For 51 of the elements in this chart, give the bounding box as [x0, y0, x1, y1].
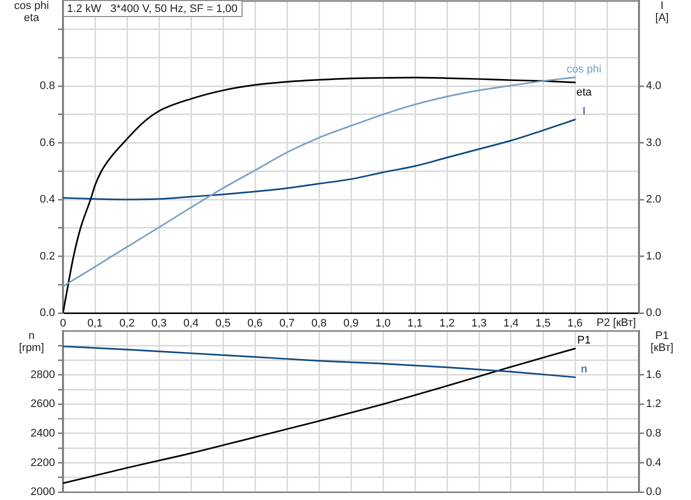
x-tick-label: 0,6: [247, 318, 263, 330]
x-axis-title: P2 [кВт]: [596, 317, 636, 330]
y-tick-label: 0.8: [40, 80, 55, 92]
series-label: cos phi: [566, 63, 602, 76]
y-tick-label: 0.2: [40, 250, 55, 262]
y-axis-title: cos phi eta: [14, 0, 49, 24]
x-tick-label: 1,3: [471, 318, 487, 330]
y-tick-label: 2400: [30, 427, 55, 440]
y2-tick-label: 0.8: [646, 427, 662, 440]
y-tick-label: 0.0: [40, 307, 55, 320]
y2-tick-label: 0.4: [646, 456, 662, 469]
y2-tick-label: 3.0: [646, 136, 662, 149]
x-tick-label: 0,2: [119, 318, 135, 330]
y2-axis-title: I [A]: [655, 0, 669, 24]
series-label: I: [582, 106, 586, 118]
y-tick-label: 2000: [30, 486, 55, 498]
series-label: n: [580, 363, 588, 376]
x-tick-label: 0,5: [215, 318, 231, 330]
y2-tick-label: 4.0: [646, 80, 662, 92]
x-tick-label: 1,2: [439, 318, 455, 330]
y2-tick-label: 1.6: [646, 368, 662, 381]
x-tick-label: 0,4: [183, 318, 199, 330]
series-label: eta: [576, 86, 593, 98]
y2-tick-label: 0.0: [646, 307, 662, 320]
x-tick-label: 0,7: [279, 318, 295, 330]
series-label: P1: [577, 334, 591, 347]
y-tick-label: 2200: [30, 456, 55, 469]
x-tick-label: 1,4: [503, 318, 519, 330]
y-tick-label: 2600: [30, 398, 55, 410]
x-tick-label: 1,0: [375, 318, 391, 330]
x-tick-label: 0: [60, 318, 66, 330]
y-tick-label: 2800: [30, 368, 55, 381]
line-series: [63, 348, 576, 484]
y2-tick-label: 0.0: [646, 486, 662, 498]
x-tick-label: 1,6: [567, 318, 583, 330]
chart-title: 1.2 kW 3*400 V, 50 Hz, SF = 1,00: [67, 3, 238, 16]
y-axis-title: n [rpm]: [18, 330, 44, 354]
y2-tick-label: 2.0: [646, 194, 662, 206]
y2-axis-title: P1 [кВт]: [650, 330, 674, 354]
line-series: [63, 346, 576, 378]
y2-tick-label: 1.0: [646, 250, 662, 262]
x-tick-label: 0,9: [343, 318, 359, 330]
y-tick-label: 0.6: [40, 136, 55, 149]
x-tick-label: 1,5: [535, 318, 551, 330]
y-tick-label: 0.4: [40, 194, 55, 206]
y2-tick-label: 1.2: [646, 398, 662, 410]
line-series: [63, 118, 576, 200]
x-tick-label: 0,1: [87, 318, 103, 330]
x-tick-label: 0,3: [151, 318, 167, 330]
x-tick-label: 1,1: [407, 318, 423, 330]
x-tick-label: 0,8: [311, 318, 327, 330]
